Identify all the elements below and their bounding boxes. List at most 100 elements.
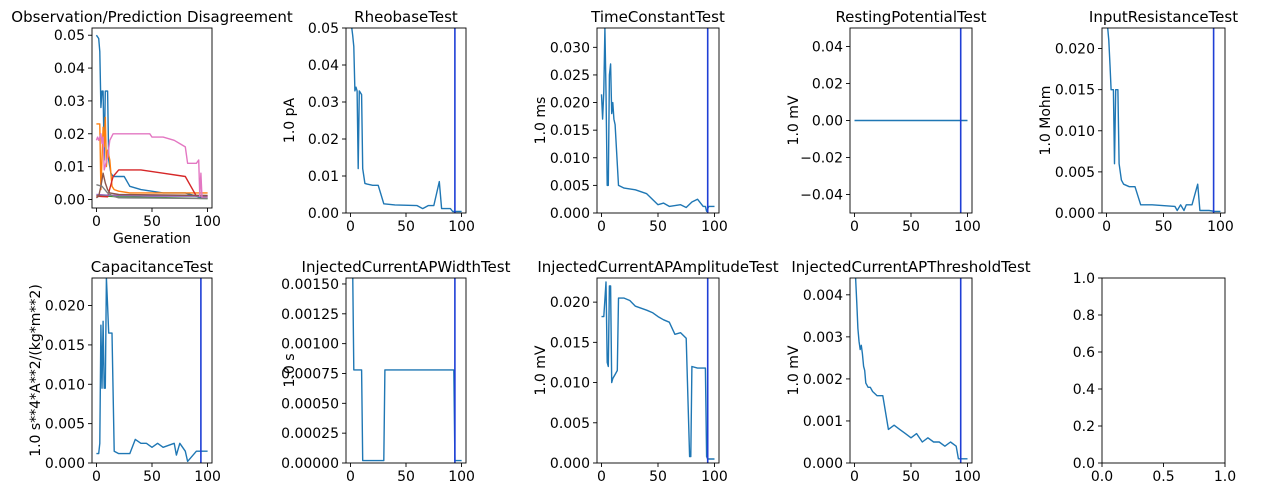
x-tick-label: 100 <box>701 469 728 485</box>
subplot-6: CapacitanceTest 0.000 0.005 0.010 0.015 0.020… <box>28 258 221 485</box>
series-line-1 <box>95 34 208 199</box>
series-line-1 <box>854 278 968 460</box>
y-tick-label: 0.015 <box>550 335 590 351</box>
subplot-8: InjectedCurrentAPAmplitudeTest 0.000 0.005… <box>533 258 779 485</box>
x-tick-label: 50 <box>1155 219 1173 235</box>
y-tick-label: 0.015 <box>550 123 590 139</box>
x-tick-label: 0 <box>346 469 355 485</box>
plot-title: InjectedCurrentAPThresholdTest <box>791 258 1030 276</box>
y-tick-label: 0.025 <box>550 68 590 84</box>
axes-frame <box>91 27 213 209</box>
series-line-1 <box>96 278 208 463</box>
y-tick-label: 0.00000 <box>281 456 339 472</box>
x-tick-label: 50 <box>143 214 161 230</box>
y-tick-label: 0.04 <box>308 58 339 74</box>
x-tick-label: 0 <box>346 219 355 235</box>
y-tick-label: 0.00125 <box>281 307 339 323</box>
y-tick-label: 0.02 <box>812 77 843 93</box>
x-tick-label: 100 <box>448 219 475 235</box>
x-tick-label: 100 <box>954 219 981 235</box>
y-axis-label: 1.0 mV <box>533 345 549 395</box>
x-tick-label: 100 <box>194 214 221 230</box>
y-tick-label: 0.04 <box>812 40 843 56</box>
y-tick-label: 0.000 <box>803 456 843 472</box>
y-tick-label: 0.00 <box>54 192 85 208</box>
x-axis-label: Generation <box>113 231 191 247</box>
y-tick-label: 0.03 <box>54 94 85 110</box>
subplot-4: RestingPotentialTest −0.04 −0.02 0.00 0.02 0.… <box>786 8 987 235</box>
x-tick-label: 0.5 <box>1152 469 1174 485</box>
y-tick-label: 0.03 <box>308 95 339 111</box>
x-tick-label: 50 <box>649 469 667 485</box>
x-tick-label: 100 <box>1207 219 1234 235</box>
series-line-7 <box>95 133 208 199</box>
plot-title: InputResistanceTest <box>1089 8 1238 26</box>
x-tick-label: 50 <box>902 219 920 235</box>
subplot-10: 0.0 0.2 0.4 0.6 0.8 1.0 0.0 0.5 1.0 <box>1073 271 1236 485</box>
y-tick-label: 0.01 <box>308 169 339 185</box>
series-line-8 <box>96 184 208 200</box>
y-tick-label: 0.05 <box>308 21 339 37</box>
y-tick-label: 0.005 <box>550 416 590 432</box>
axes-frame <box>91 277 213 464</box>
y-tick-label: 0.6 <box>1073 345 1095 361</box>
x-tick-label: 0 <box>1102 219 1111 235</box>
y-tick-label: 0.015 <box>45 338 85 354</box>
x-tick-label: 100 <box>701 219 728 235</box>
x-tick-label: 0 <box>850 469 859 485</box>
subplot-3: TimeConstantTest 0.000 0.005 0.010 0.015 0.02… <box>533 8 728 235</box>
x-tick-label: 0 <box>597 219 606 235</box>
x-tick-label: 0 <box>92 469 101 485</box>
series-line-2 <box>96 116 208 194</box>
y-tick-label: 0.003 <box>803 330 843 346</box>
x-tick-label: 0 <box>92 214 101 230</box>
y-axis-label: 1.0 ms <box>533 97 549 145</box>
x-tick-label: 50 <box>902 469 920 485</box>
y-tick-label: 0.00025 <box>281 426 339 442</box>
plot-title: InjectedCurrentAPWidthTest <box>302 258 511 276</box>
series-line-1 <box>601 281 715 460</box>
axes-frame <box>596 27 720 214</box>
y-tick-label: 0.010 <box>550 376 590 392</box>
y-tick-label: 0.020 <box>550 96 590 112</box>
axes-frame <box>849 277 973 464</box>
y-tick-label: 0.000 <box>1055 206 1095 222</box>
y-axis-label: 1.0 mV <box>786 345 802 395</box>
y-tick-label: 0.005 <box>550 178 590 194</box>
y-axis-label: 1.0 pA <box>282 97 298 143</box>
x-tick-label: 0 <box>597 469 606 485</box>
subplot-2: RheobaseTest 0.00 0.01 0.02 0.03 0.04 0.05 0 50 1… <box>282 8 475 235</box>
series-line-1 <box>352 278 462 462</box>
y-tick-label: 0.00150 <box>281 277 339 293</box>
x-tick-label: 0 <box>850 219 859 235</box>
y-tick-label: 0.005 <box>45 417 85 433</box>
plot-title: TimeConstantTest <box>590 8 725 26</box>
subplot-7: InjectedCurrentAPWidthTest 0.00000 0.00025… <box>281 258 511 485</box>
y-tick-label: 0.00 <box>308 206 339 222</box>
subplot-9: InjectedCurrentAPThresholdTest 0.000 0.001… <box>786 258 1031 485</box>
y-tick-label: 0.4 <box>1073 382 1095 398</box>
series-line-1 <box>600 28 715 213</box>
y-axis-label: 1.0 Mohm <box>1038 86 1054 156</box>
y-tick-label: 0.010 <box>45 377 85 393</box>
axes-frame <box>1101 27 1226 214</box>
y-tick-label: 0.2 <box>1073 419 1095 435</box>
y-tick-label: 0.020 <box>45 299 85 315</box>
y-axis-label: 1.0 s <box>282 353 298 387</box>
y-tick-label: −0.04 <box>800 188 843 204</box>
plot-title: RheobaseTest <box>354 8 458 26</box>
y-tick-label: 0.000 <box>45 456 85 472</box>
subplot-5: InputResistanceTest 0.000 0.005 0.010 0.015 0… <box>1038 8 1238 235</box>
y-tick-label: 0.010 <box>1055 124 1095 140</box>
y-tick-label: 0.001 <box>803 414 843 430</box>
x-tick-label: 1.0 <box>1214 469 1236 485</box>
y-tick-label: 0.010 <box>550 151 590 167</box>
series-line-1 <box>351 28 462 213</box>
y-tick-label: 0.01 <box>54 160 85 176</box>
x-tick-label: 100 <box>194 469 221 485</box>
y-tick-label: 0.02 <box>308 132 339 148</box>
y-tick-label: 0.015 <box>1055 83 1095 99</box>
plot-title: CapacitanceTest <box>91 258 214 276</box>
y-tick-label: 0.00100 <box>281 337 339 353</box>
